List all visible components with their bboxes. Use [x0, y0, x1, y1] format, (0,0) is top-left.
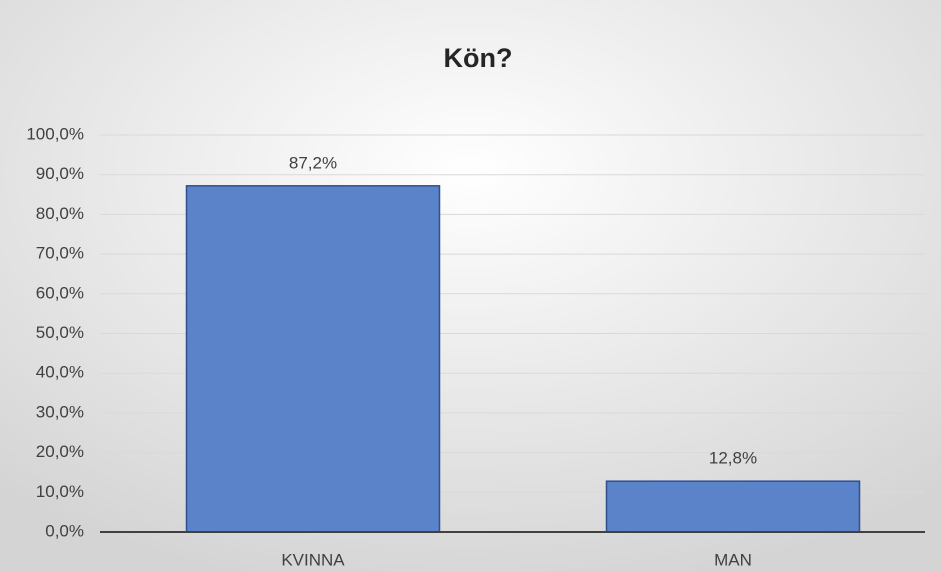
data-label: 87,2%	[289, 153, 337, 172]
y-tick-label: 10,0%	[36, 482, 84, 501]
y-tick-label: 20,0%	[36, 442, 84, 461]
y-tick-label: 60,0%	[36, 283, 84, 302]
chart-title: Kön?	[444, 43, 513, 73]
y-tick-label: 50,0%	[36, 323, 84, 342]
y-tick-label: 30,0%	[36, 402, 84, 421]
bar	[605, 480, 861, 533]
bar	[185, 185, 441, 533]
data-label: 12,8%	[709, 449, 757, 468]
y-tick-label: 0,0%	[45, 521, 84, 540]
y-tick-label: 80,0%	[36, 204, 84, 223]
y-tick-label: 100,0%	[26, 124, 84, 143]
y-tick-label: 90,0%	[36, 164, 84, 183]
y-tick-label: 40,0%	[36, 363, 84, 382]
x-tick-label: MAN	[714, 550, 752, 569]
y-tick-label: 70,0%	[36, 244, 84, 263]
x-tick-label: KVINNA	[281, 550, 345, 569]
